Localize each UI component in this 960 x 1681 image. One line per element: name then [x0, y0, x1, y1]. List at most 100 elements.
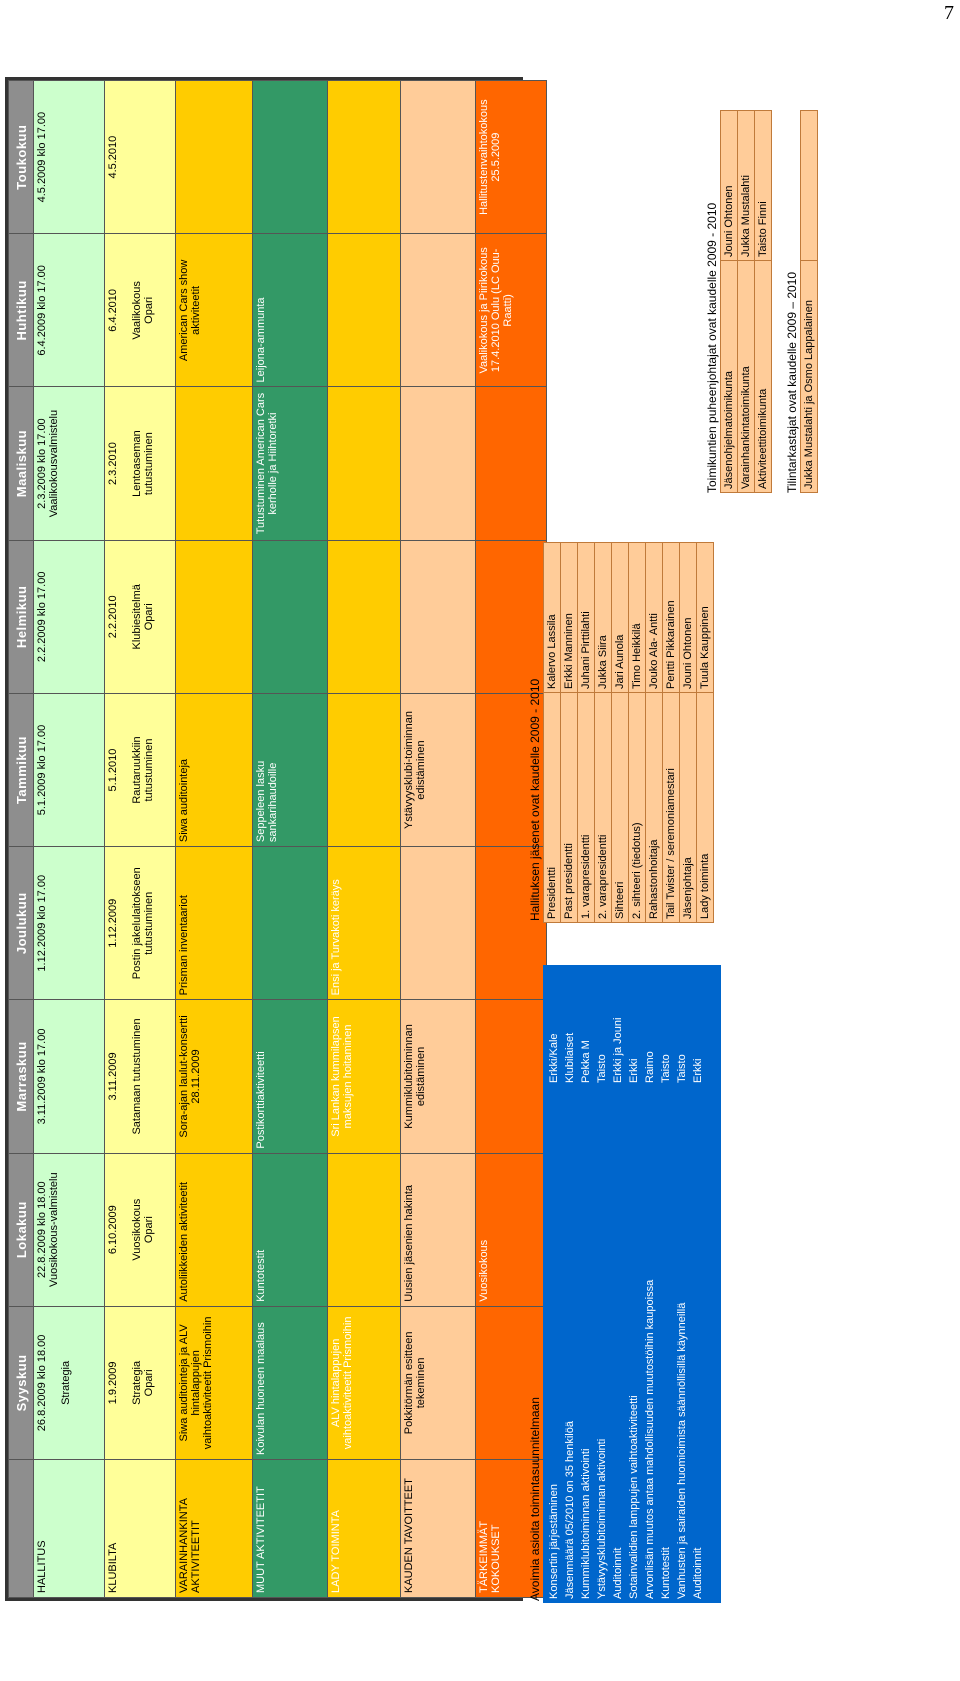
board-table: Presidentti Kalervo Lassila Past president…	[543, 542, 714, 923]
cell: Vaalikokous ja Piirikokous 17.4.2010 Oul…	[475, 233, 547, 387]
month-header: Toukokuu	[8, 80, 34, 234]
open-item-task: Kummiklubitoiminnan aktivointi	[580, 1448, 592, 1599]
open-item-task: Ystävyysklubitoiminnan aktivointi	[596, 1438, 608, 1599]
cell: Siwa auditointeja ja ALV hintalappujen v…	[175, 1306, 253, 1460]
cell: 3.11.2009 klo 17.00	[33, 999, 105, 1154]
cell: ALV hintalappujen vaihtoaktiviteetit Pri…	[327, 1306, 401, 1460]
committees-title: Toimikuntien puheenjohtajat ovat kaudell…	[705, 202, 719, 493]
list-item: Presidentti Kalervo Lassila	[543, 542, 561, 923]
row-kauden-tavoitteet: KAUDEN TAVOITTEET Pokkitörmän esitteen t…	[400, 80, 476, 1598]
cell: Kummiklubitoiminnan edistäminen	[400, 999, 476, 1154]
cell: 6.4.2010 Vaalikokous Opari	[104, 233, 176, 387]
row-label: LADY TOIMINTA	[327, 1459, 401, 1598]
cell	[327, 233, 401, 387]
cell: 1.12.2009 Postin jakelulaitokseen tutustum…	[104, 846, 176, 1000]
board-title: Hallituksen jäsenet ovat kaudelle 2009 -…	[528, 678, 542, 921]
role-cell: Aktiviteettitoimikunta	[754, 260, 772, 493]
page-number: 7	[944, 2, 954, 24]
cell: Tutustuminen American Cars kerholle ja H…	[252, 386, 328, 541]
name-cell	[800, 110, 818, 261]
name-cell: Tuula Kauppinen	[696, 542, 714, 693]
row-label: KLUBILTA	[104, 1459, 176, 1598]
cell: Sora-ajan laulut-konsertti 28.11.2009	[175, 999, 253, 1154]
cell	[475, 386, 547, 541]
name-cell: Timo Heikkilä	[628, 542, 646, 693]
open-item-task: Sotainvalidien lamppujen vaihtoaktivitee…	[628, 1395, 640, 1599]
open-item-task: Konsertin järjestäminen	[548, 1484, 560, 1599]
auditors-table: Jukka Mustalahti ja Osmo Lappalainen	[800, 110, 818, 493]
name-cell: Jukka Mustalahti	[737, 110, 755, 261]
month-header: Syyskuu	[8, 1306, 34, 1460]
role-cell: Lady toiminta	[696, 692, 714, 923]
open-items-box: Konsertin järjestäminen Erkki/Kale Jäsenmä…	[543, 965, 721, 1603]
cell: Vuosikokous	[475, 1153, 547, 1307]
list-item: 2. sihteeri (tiedotus) Timo Heikkilä	[628, 542, 646, 923]
role-cell: Jukka Mustalahti ja Osmo Lappalainen	[800, 260, 818, 493]
row-muut: MUUT AKTIVITEETIT Koivulan huoneen maala…	[252, 80, 328, 1598]
cell	[475, 999, 547, 1154]
open-item-owner: Erkki	[692, 1058, 704, 1083]
role-cell: 2. varapresidentti	[594, 692, 612, 923]
month-header: Helmikuu	[8, 540, 34, 694]
open-item-owner: Erkki ja Jouni	[612, 1017, 624, 1083]
name-cell: Jari Aunola	[611, 542, 629, 693]
cell: Kuntotestit	[252, 1153, 328, 1307]
name-cell: Jouni Ohtonen	[679, 542, 697, 693]
open-item-task: Auditoinnit	[692, 1547, 704, 1599]
open-item-task: Kuntotestit	[660, 1547, 672, 1599]
committees-table: Jäsenohjelmatoimikunta Jouni Ohtonen Varai…	[720, 110, 772, 493]
cell	[327, 540, 401, 694]
cell: Hallitustenvaihtokokous 25.5.2009	[475, 80, 547, 234]
cell: 6.10.2009 Vuosikokous Opari	[104, 1153, 176, 1307]
role-cell: 2. sihteeri (tiedotus)	[628, 692, 646, 923]
cell: 4.5.2009 klo 17.00	[33, 80, 105, 234]
role-cell: Varainhankintatoimikunta	[737, 260, 755, 493]
role-cell: Tail Twister / seremoniamestari	[662, 692, 680, 923]
row-varainhankinta: VARAINHANKINTA AKTIVITEETIT Siwa auditoi…	[175, 80, 253, 1598]
cell	[252, 80, 328, 234]
cell: 22.8.2009 klo 18.00 Vuosikokous-valmistel…	[33, 1153, 105, 1307]
list-item: Sihteeri Jari Aunola	[611, 542, 629, 923]
list-item: Varainhankintatoimikunta Jukka Mustalahti	[737, 110, 755, 493]
open-item-owner: Raimo	[644, 1051, 656, 1083]
cell	[327, 80, 401, 234]
month-header: Huhtikuu	[8, 233, 34, 387]
cell	[400, 233, 476, 387]
schedule-grid: Syyskuu Lokakuu Marraskuu Joulukuu Tammi…	[5, 77, 547, 1601]
row-lady: LADY TOIMINTA ALV hintalappujen vaihtoak…	[327, 80, 401, 1598]
month-header: Tammikuu	[8, 693, 34, 847]
open-item-owner: Taisto	[676, 1054, 688, 1083]
cell: Pokkitörmän esitteen tekeminen	[400, 1306, 476, 1460]
cell: 2.3.2010 Lentoaseman tutustuminen	[104, 386, 176, 541]
auditors-title: Tilintarkastajat ovat kaudelle 2009 – 20…	[785, 271, 799, 493]
row-label: KAUDEN TAVOITTEET	[400, 1459, 476, 1598]
list-item: 2. varapresidentti Jukka Siira	[594, 542, 612, 923]
role-cell: 1. varapresidentti	[577, 692, 595, 923]
row-klubilta: KLUBILTA 1.9.2009 Strategia Opari 6.10.200…	[104, 80, 176, 1598]
cell	[400, 80, 476, 234]
cell	[400, 386, 476, 541]
role-cell: Presidentti	[543, 692, 561, 923]
month-header: Lokakuu	[8, 1153, 34, 1307]
open-item-task: Jäsenmäärä 05/2010 on 35 henkilöä	[564, 1421, 576, 1599]
name-cell: Kalervo Lassila	[543, 542, 561, 693]
cell: American Cars show aktiviteetit	[175, 233, 253, 387]
row-label: MUUT AKTIVITEETIT	[252, 1459, 328, 1598]
cell: Ensi ja Turvakoti keräys	[327, 846, 401, 1000]
open-item-owner: Taisto	[660, 1054, 672, 1083]
cell: Koivulan huoneen maalaus	[252, 1306, 328, 1460]
name-cell: Erkki Manninen	[560, 542, 578, 693]
open-item-owner: Klubilaiset	[564, 1032, 576, 1083]
cell: 5.1.2009 klo 17.00	[33, 693, 105, 847]
cell: 6.4.2009 klo 17.00	[33, 233, 105, 387]
list-item: Rahastonhoitaja Jouko Ala- Antti	[645, 542, 663, 923]
cell: Ystävyysklubi-toiminnan edistäminen	[400, 693, 476, 847]
cell	[400, 846, 476, 1000]
cell: Sri Lankan kummilapsen maksujen hoitamin…	[327, 999, 401, 1154]
grid-corner	[8, 1459, 34, 1598]
cell	[327, 693, 401, 847]
cell	[175, 540, 253, 694]
cell: 4.5.2010	[104, 80, 176, 234]
list-item: Jäsenjohtaja Jouni Ohtonen	[679, 542, 697, 923]
